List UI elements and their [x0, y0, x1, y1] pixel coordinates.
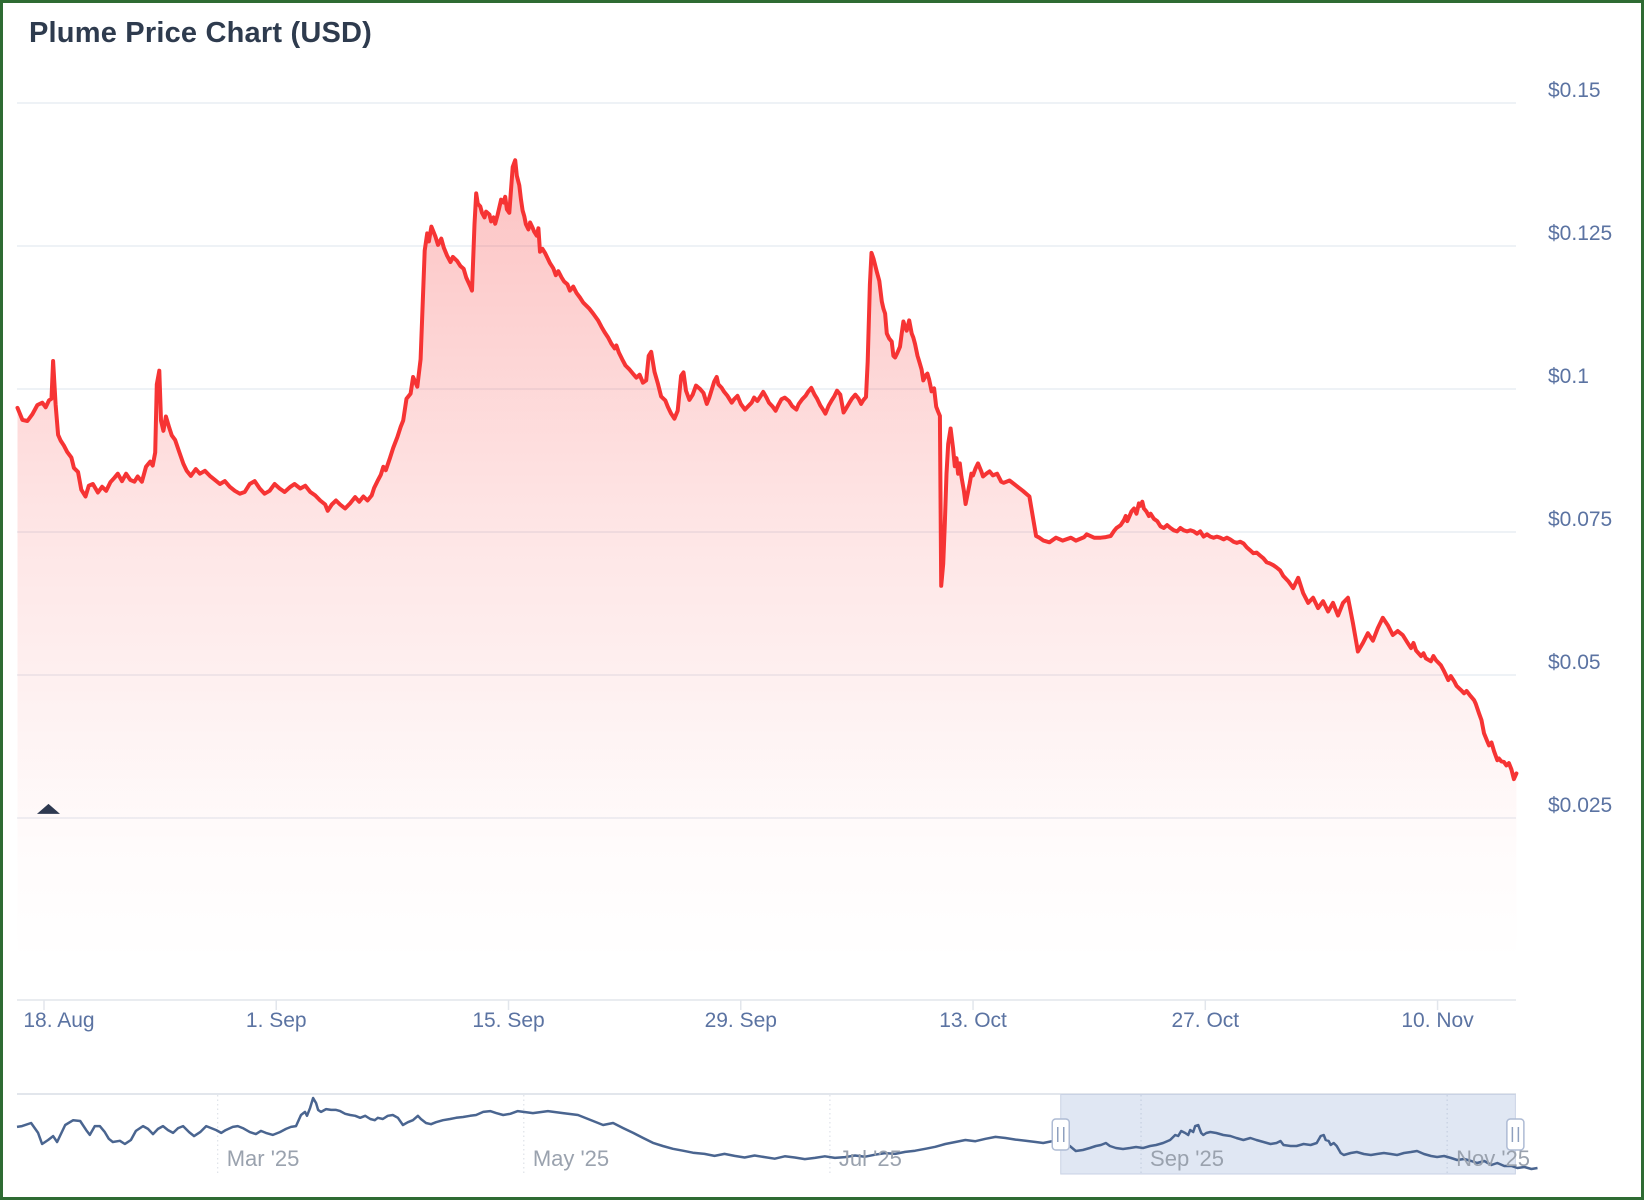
navigator: Mar '25 May '25 Jul '25 Sep '25 Nov '25	[16, 1093, 1538, 1175]
y-axis-label: $0.125	[1548, 222, 1612, 245]
page-title: Plume Price Chart (USD)	[29, 17, 373, 49]
navigator-month-label: Mar '25	[227, 1146, 300, 1171]
navigator-month-label: Sep '25	[1150, 1146, 1224, 1171]
y-axis-label: $0.025	[1548, 794, 1612, 817]
x-axis-label: 1. Sep	[246, 1009, 307, 1032]
navigator-month-label: Jul '25	[839, 1146, 902, 1171]
plot-area[interactable]	[17, 63, 1516, 1000]
navigator-handle-left[interactable]	[1051, 1118, 1070, 1151]
annotation-marker	[36, 803, 60, 814]
navigator-handle-right[interactable]	[1506, 1118, 1525, 1151]
x-axis	[17, 999, 1516, 1010]
x-axis-label: 27. Oct	[1171, 1009, 1239, 1032]
x-axis-label: 13. Oct	[939, 1009, 1007, 1032]
x-axis-label: 10. Nov	[1401, 1009, 1474, 1032]
x-axis-label: 18. Aug	[23, 1009, 94, 1032]
y-axis-labels: $0.15 $0.125 $0.1 $0.075 $0.05 $0.025	[1548, 79, 1612, 817]
handle-body[interactable]	[1506, 1118, 1525, 1151]
y-axis-label: $0.15	[1548, 79, 1601, 102]
price-chart-svg: $0.15 $0.125 $0.1 $0.075 $0.05 $0.025 18. Aug…	[15, 63, 1612, 1175]
navigator-month-label: Nov '25	[1456, 1146, 1530, 1171]
triangle-up-icon	[36, 803, 60, 814]
navigator-series-line	[16, 1096, 1538, 1171]
x-axis-label: 29. Sep	[705, 1009, 777, 1032]
x-axis-label: 15. Sep	[472, 1009, 544, 1032]
y-axis-label: $0.1	[1548, 365, 1589, 388]
price-area-fill	[17, 160, 1517, 963]
price-line	[15, 158, 1519, 782]
y-axis-label: $0.05	[1548, 651, 1601, 674]
price-series	[15, 158, 1519, 963]
navigator-selection-mask[interactable]	[1060, 1094, 1516, 1175]
y-axis-label: $0.075	[1548, 508, 1612, 531]
handle-body[interactable]	[1051, 1118, 1070, 1151]
navigator-month-label: May '25	[533, 1146, 609, 1171]
x-axis-labels: 18. Aug 1. Sep 15. Sep 29. Sep 13. Oct 27. Oc…	[23, 1009, 1474, 1032]
